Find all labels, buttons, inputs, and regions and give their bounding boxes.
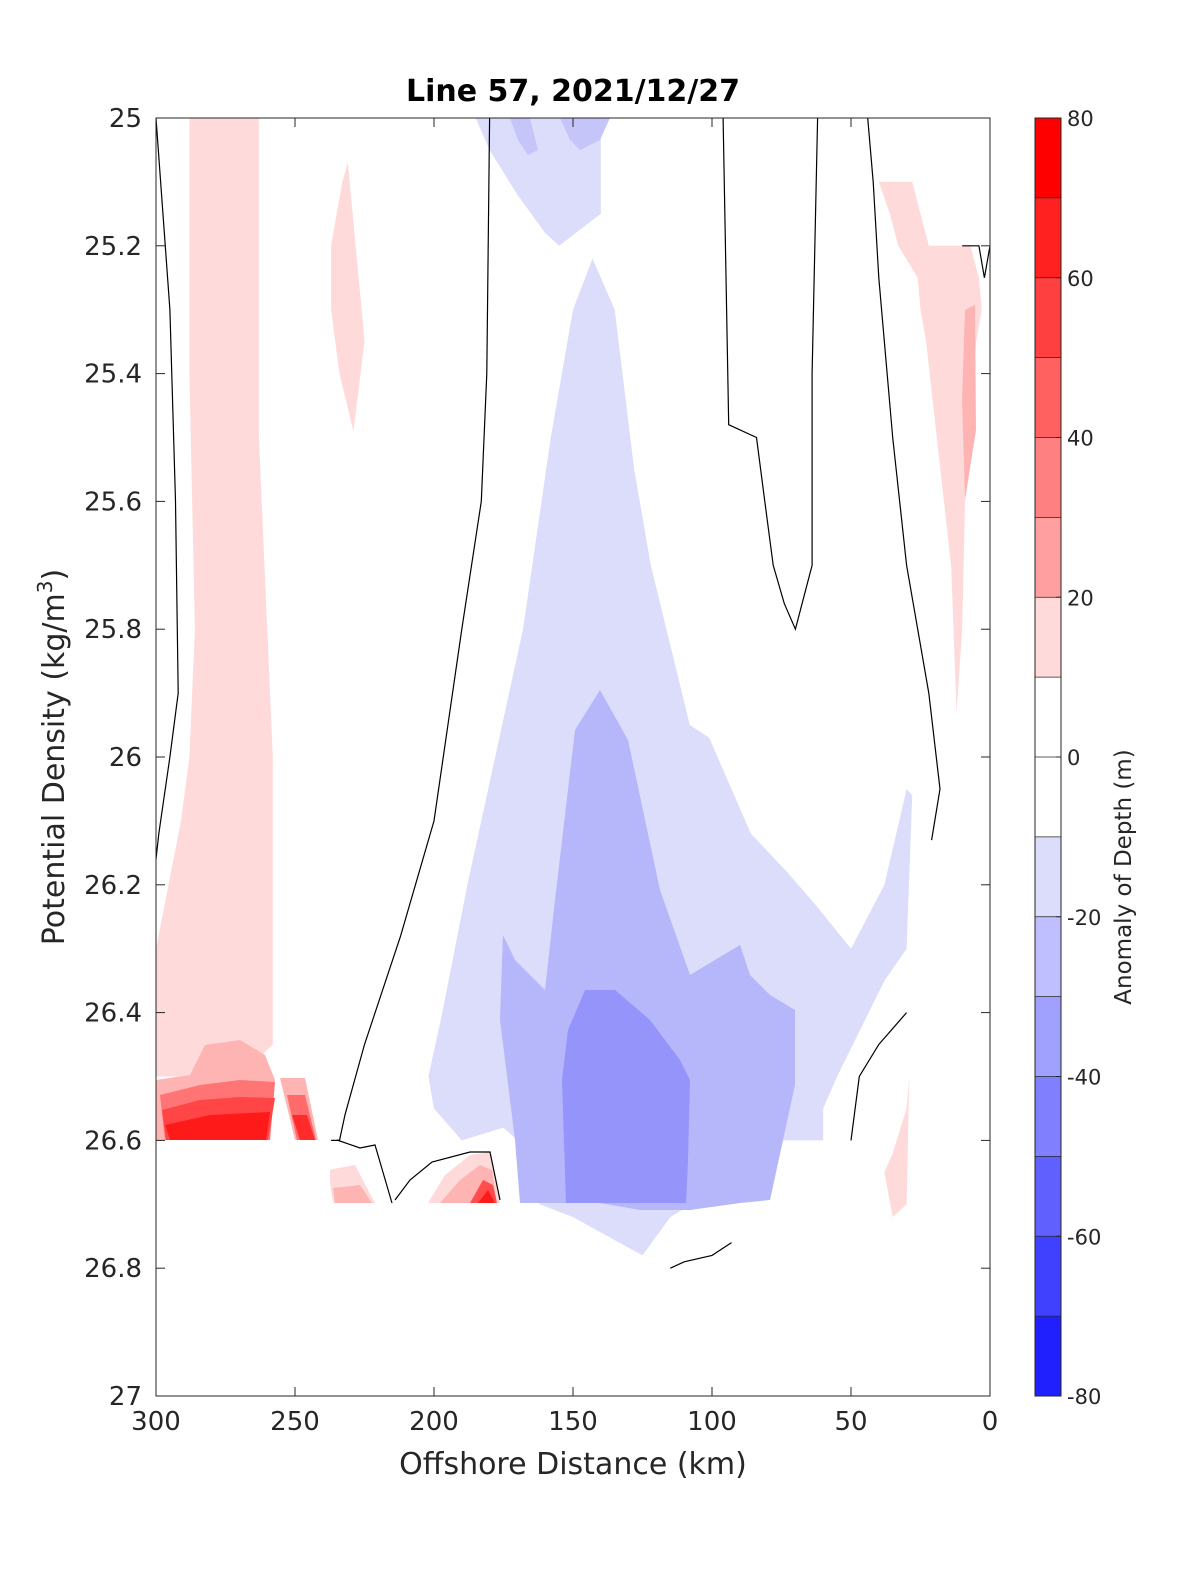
y-tick-label: 25.6 — [84, 487, 142, 517]
zero-contour-line-5 — [670, 1242, 732, 1269]
colorbar-band-3 — [1035, 357, 1061, 438]
y-tick-label: 25.8 — [84, 615, 142, 645]
contour-band-red-13 — [962, 305, 976, 500]
contour-band-red-6 — [292, 1115, 315, 1140]
colorbar-tick-label: 60 — [1067, 267, 1094, 291]
colorbar-band-4 — [1035, 437, 1061, 518]
colorbar-label: Anomaly of Depth (m) — [1111, 749, 1137, 1004]
colorbar-band-10 — [1035, 996, 1061, 1077]
x-tick-label: 50 — [834, 1407, 867, 1437]
colorbar-band-2 — [1035, 277, 1061, 358]
zero-contour-line-4 — [850, 1012, 908, 1141]
contour-band-blue-2 — [510, 118, 538, 155]
contour-region-0 — [156, 118, 273, 1077]
zero-contour-line-bottom-b — [394, 1151, 501, 1201]
zero-contour-line-6 — [962, 245, 990, 278]
zero-contour-line-2 — [722, 118, 819, 632]
colorbar-band-5 — [1035, 517, 1061, 598]
x-tick-label: 300 — [131, 1407, 181, 1437]
y-tick-label: 26.6 — [84, 1126, 142, 1156]
colorbar-band-1 — [1035, 197, 1061, 278]
y-axis-label-main: Potential Density (kg/m — [37, 593, 72, 945]
colorbar-band-0 — [1035, 118, 1061, 198]
y-tick-label: 26.4 — [84, 999, 142, 1029]
contour-fill-layer — [156, 118, 982, 1256]
colorbar-tick-label: -20 — [1067, 906, 1101, 930]
zero-contour-line-bottom-a — [336, 1139, 393, 1204]
y-axis-label: Potential Density (kg/m3) — [33, 569, 72, 945]
colorbar-tick-label: -80 — [1067, 1385, 1101, 1409]
x-tick-label: 200 — [409, 1407, 459, 1437]
zero-contour-line-0 — [156, 118, 179, 860]
x-tick-label: 100 — [687, 1407, 737, 1437]
zero-contour-line-3 — [867, 118, 941, 841]
x-tick-label: 250 — [270, 1407, 320, 1437]
y-tick-label: 25.2 — [84, 232, 142, 262]
contour-region-4 — [475, 118, 601, 246]
colorbar-tick-label: -40 — [1067, 1066, 1101, 1090]
contour-region-1 — [331, 162, 365, 432]
colorbar-tick-label: 0 — [1067, 746, 1080, 770]
y-tick-label: 27 — [109, 1382, 142, 1412]
zero-contour-layer — [156, 118, 990, 1269]
colorbar-band-12 — [1035, 1156, 1061, 1237]
x-tick-label: 150 — [548, 1407, 598, 1437]
y-tick-label: 26 — [109, 743, 142, 773]
colorbar-band-6 — [1035, 597, 1061, 678]
colorbar-tick-label: -60 — [1067, 1225, 1101, 1249]
contour-band-red-3 — [165, 1112, 270, 1140]
y-tick-label: 26.8 — [84, 1254, 142, 1284]
colorbar-band-9 — [1035, 916, 1061, 997]
contour-band-blue-1 — [562, 990, 690, 1203]
x-axis-label: Offshore Distance (km) — [399, 1447, 747, 1482]
y-tick-label: 26.2 — [84, 871, 142, 901]
contour-band-red-8 — [333, 1185, 372, 1203]
x-tick-label: 0 — [982, 1407, 999, 1437]
colorbar-band-8 — [1035, 836, 1061, 917]
colorbar-band-13 — [1035, 1236, 1061, 1317]
contour-region-2 — [878, 181, 982, 713]
colorbar-tick-label: 80 — [1067, 107, 1094, 131]
chart-title: Line 57, 2021/12/27 — [406, 74, 740, 109]
zero-contour-line-1 — [331, 118, 491, 1142]
colorbar-tick-label: 40 — [1067, 427, 1094, 451]
colorbar-band-14 — [1035, 1316, 1061, 1396]
contour-band-red-12 — [478, 1190, 495, 1203]
y-tick-label: 25 — [109, 104, 142, 134]
no-data-mask-left — [156, 1140, 330, 1203]
y-axis-label-close: ) — [37, 569, 72, 581]
axes: 300 250 200 150 100 50 0 25 25.2 25.4 25.6 25.8 26 26… — [84, 104, 998, 1437]
colorbar: 80 60 40 20 0 -20 -40 -60 -80 — [1034, 107, 1101, 1409]
y-axis-label-superscript: 3 — [33, 580, 57, 593]
colorbar-band-11 — [1035, 1076, 1061, 1157]
colorbar-tick-label: 20 — [1067, 586, 1094, 610]
y-tick-label: 25.4 — [84, 360, 142, 390]
contour-region-3 — [884, 1076, 910, 1218]
